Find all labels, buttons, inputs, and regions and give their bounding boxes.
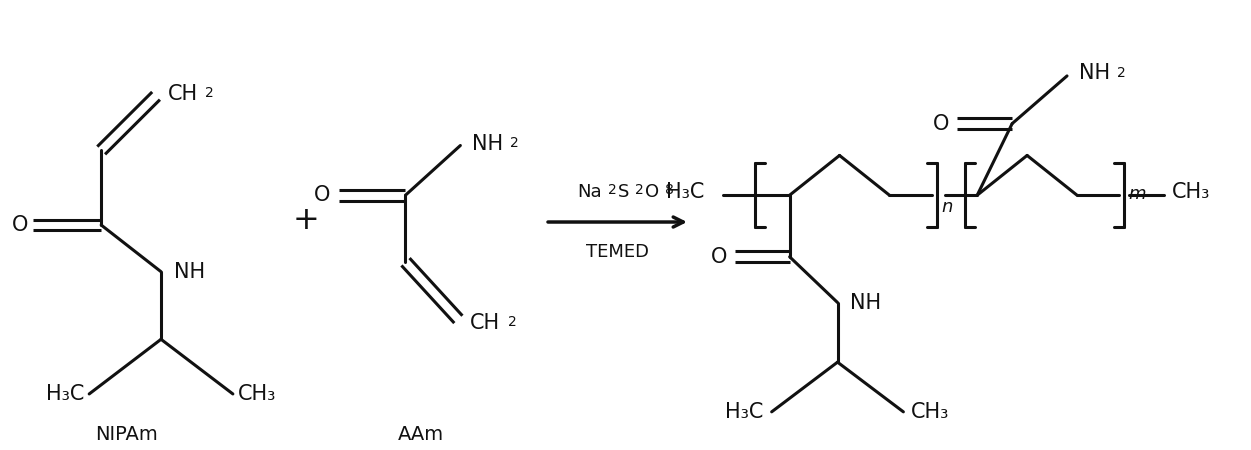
Text: H₃C: H₃C: [667, 182, 704, 202]
Text: 2: 2: [608, 183, 617, 197]
Text: S: S: [618, 183, 629, 201]
Text: O: O: [933, 114, 950, 134]
Text: O: O: [711, 247, 727, 267]
Text: NH: NH: [174, 262, 205, 282]
Text: H₃C: H₃C: [726, 402, 763, 422]
Text: CH: CH: [470, 313, 500, 333]
Text: CH₃: CH₃: [912, 402, 950, 422]
Text: n: n: [941, 198, 953, 216]
Text: TEMED: TEMED: [585, 243, 649, 261]
Text: NIPAm: NIPAm: [95, 425, 158, 444]
Text: NH: NH: [473, 134, 503, 153]
Text: O: O: [646, 183, 659, 201]
Text: NH: NH: [1080, 63, 1110, 83]
Text: CH₃: CH₃: [238, 384, 276, 404]
Text: CH₃: CH₃: [1172, 182, 1210, 202]
Text: O: O: [13, 215, 29, 235]
Text: 2: 2: [1117, 66, 1126, 80]
Text: Na: Na: [578, 183, 602, 201]
Text: O: O: [314, 185, 330, 205]
Text: 2: 2: [508, 315, 517, 329]
Text: m: m: [1128, 185, 1146, 203]
Text: CH: CH: [168, 84, 198, 104]
Text: 2: 2: [510, 136, 519, 150]
Text: 8: 8: [666, 183, 674, 197]
Text: +: +: [293, 205, 319, 235]
Text: 2: 2: [636, 183, 644, 197]
Text: NH: NH: [851, 292, 882, 312]
Text: H₃C: H₃C: [46, 384, 84, 404]
Text: 2: 2: [205, 86, 214, 100]
Text: AAm: AAm: [398, 425, 444, 444]
